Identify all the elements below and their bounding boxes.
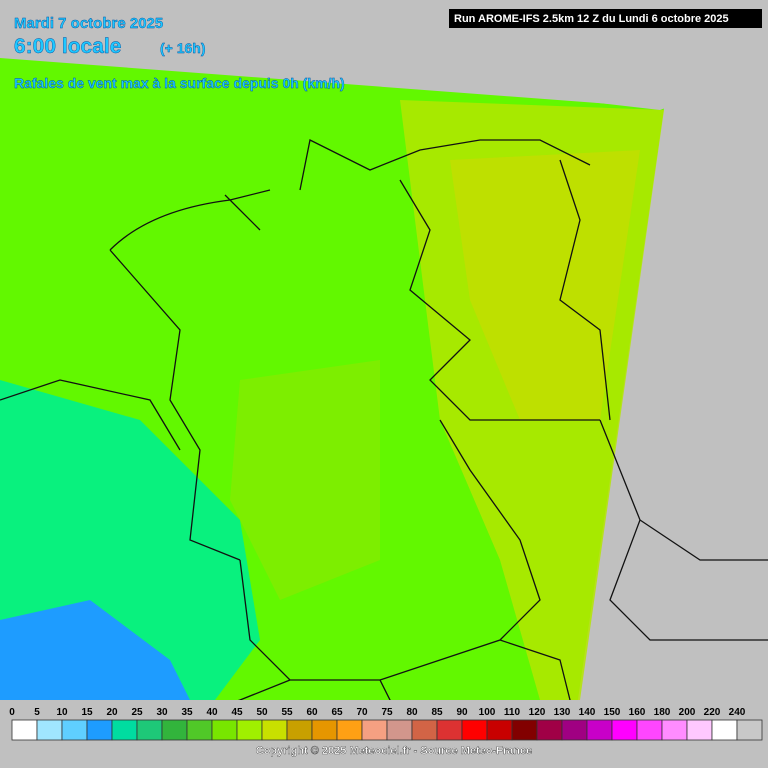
legend-swatch (436, 719, 463, 741)
legend-swatch (336, 719, 363, 741)
legend-label: 120 (529, 707, 546, 718)
legend-label: 150 (604, 707, 621, 718)
legend-swatch (286, 719, 313, 741)
legend-label: 200 (679, 707, 696, 718)
legend-label: 10 (56, 707, 68, 718)
parameter: Rafales de vent max à la surface depuis … (14, 75, 345, 91)
legend-swatch (511, 719, 538, 741)
legend-label: 45 (231, 707, 243, 718)
legend-label: 160 (629, 707, 646, 718)
legend-swatch (536, 719, 563, 741)
legend-swatch (11, 719, 38, 741)
copyright: Copyright © 2025 Meteociel.fr - Source M… (256, 745, 532, 757)
legend-label: 60 (306, 707, 318, 718)
legend-label: 0 (9, 707, 15, 718)
legend-swatch (386, 719, 413, 741)
legend-swatch (86, 719, 113, 741)
legend-label: 55 (281, 707, 293, 718)
legend-label: 85 (431, 707, 443, 718)
legend-label: 140 (579, 707, 596, 718)
legend-swatch (61, 719, 88, 741)
legend: 0 5 10 15 20 25 30 35 40 45 50 55 60 65 70 75 80 85 90 100 1… (9, 707, 763, 741)
legend-label: 80 (406, 707, 418, 718)
legend-label: 180 (654, 707, 671, 718)
legend-label: 110 (504, 707, 521, 718)
legend-swatch (686, 719, 713, 741)
legend-swatch (136, 719, 163, 741)
legend-swatch (586, 719, 613, 741)
legend-label: 5 (34, 707, 40, 718)
legend-label: 25 (131, 707, 143, 718)
field-low (0, 600, 200, 720)
legend-swatch (611, 719, 638, 741)
legend-label: 100 (479, 707, 496, 718)
lead-time: (+ 16h) (160, 40, 206, 56)
legend-label: 50 (256, 707, 268, 718)
legend-swatch (711, 719, 738, 741)
legend-label: 130 (554, 707, 571, 718)
legend-swatch (36, 719, 63, 741)
legend-swatch (736, 719, 763, 741)
legend-swatch (661, 719, 688, 741)
legend-swatch (111, 719, 138, 741)
legend-swatch (236, 719, 263, 741)
legend-label: 30 (156, 707, 168, 718)
legend-label: 35 (181, 707, 193, 718)
legend-swatch (161, 719, 188, 741)
legend-label: 15 (81, 707, 93, 718)
legend-swatch (561, 719, 588, 741)
legend-label: 65 (331, 707, 343, 718)
legend-swatch (636, 719, 663, 741)
run-info: Run AROME-IFS 2.5km 12 Z du Lundi 6 octo… (454, 13, 729, 25)
legend-swatch (361, 719, 388, 741)
legend-label: 90 (456, 707, 468, 718)
run-box (449, 9, 762, 28)
date: Mardi 7 octobre 2025 (14, 15, 163, 32)
legend-swatch (186, 719, 213, 741)
legend-label: 20 (106, 707, 118, 718)
legend-label: 220 (704, 707, 721, 718)
legend-label: 70 (356, 707, 368, 718)
legend-swatch (261, 719, 288, 741)
legend-swatch (486, 719, 513, 741)
legend-label: 40 (206, 707, 218, 718)
legend-swatch (461, 719, 488, 741)
legend-swatch (211, 719, 238, 741)
field-east-high (450, 150, 640, 420)
field-center (230, 360, 380, 600)
legend-label: 240 (729, 707, 746, 718)
legend-swatch (311, 719, 338, 741)
legend-swatch (411, 719, 438, 741)
legend-label: 75 (381, 707, 393, 718)
time: 6:00 locale (14, 35, 121, 58)
